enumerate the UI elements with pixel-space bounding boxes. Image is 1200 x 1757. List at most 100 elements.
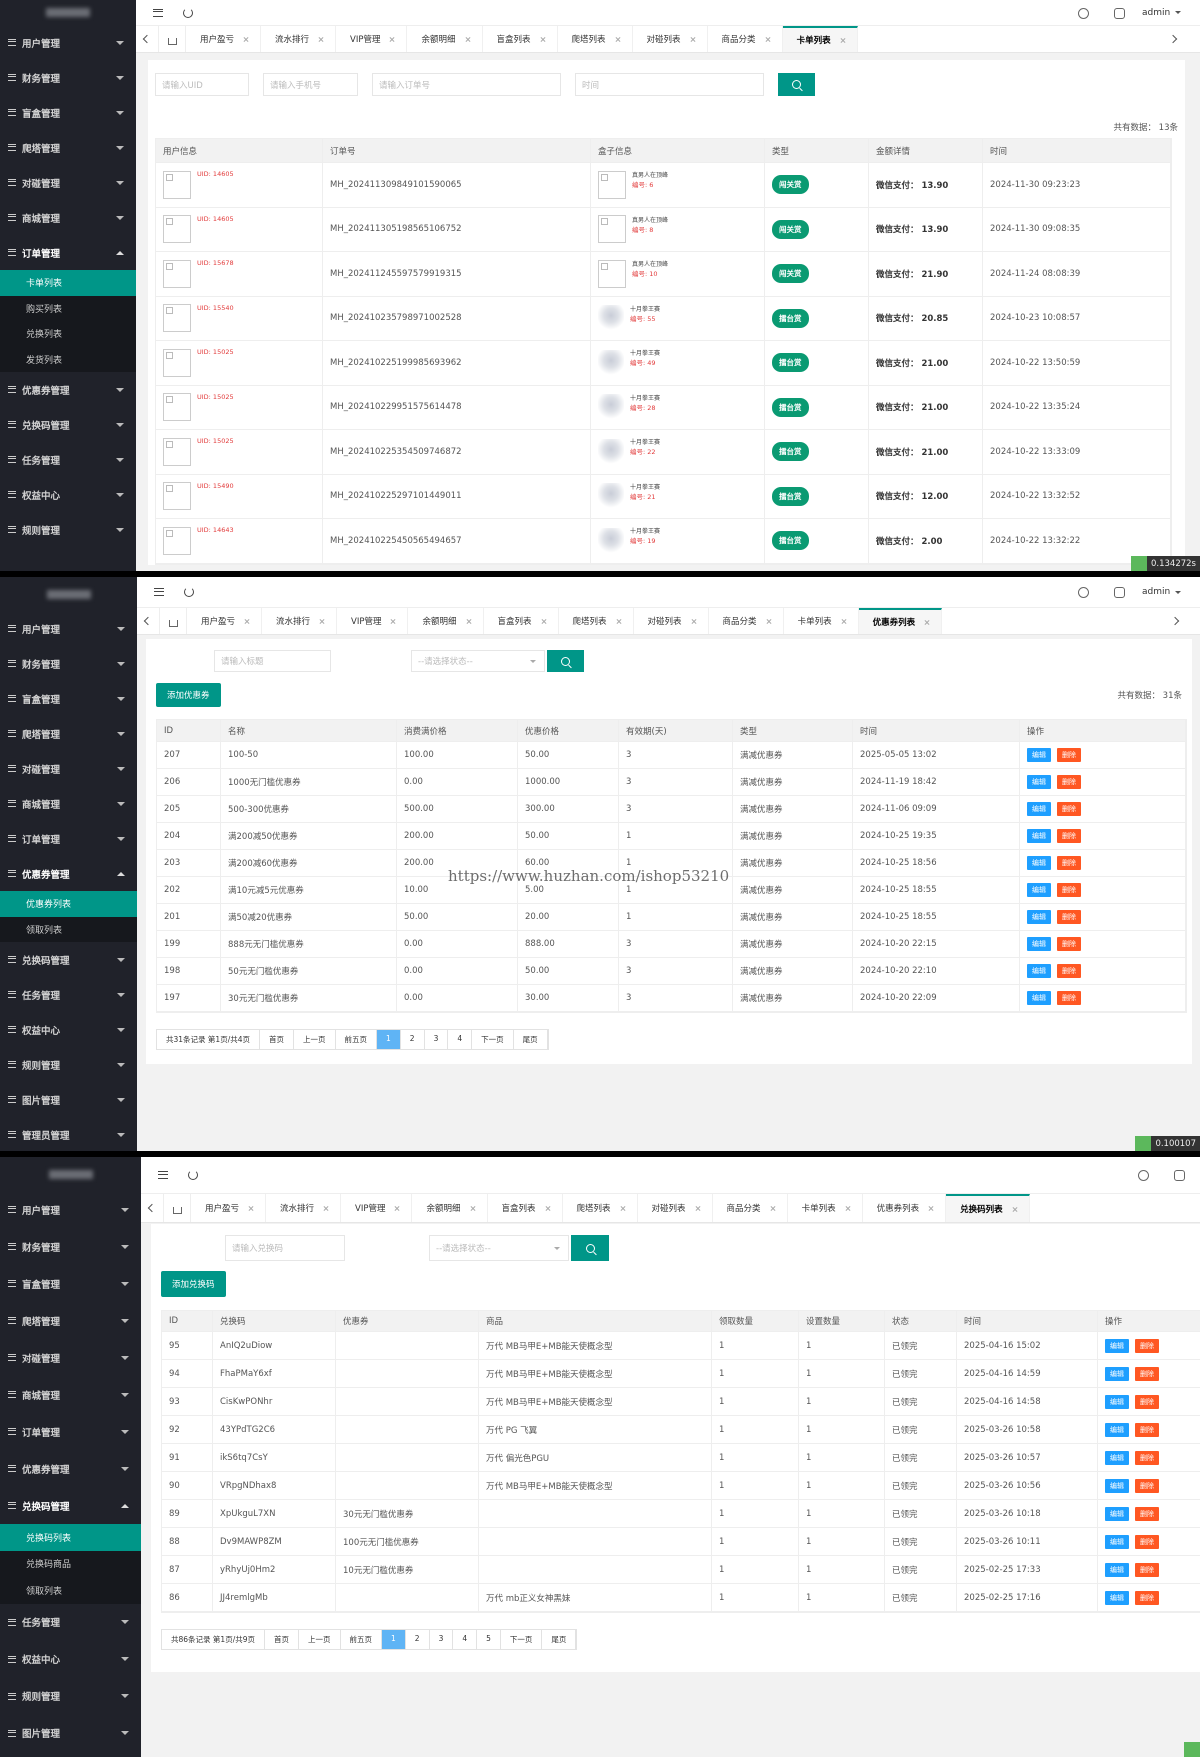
- menu-item[interactable]: 订单管理: [0, 1413, 141, 1450]
- submenu-item[interactable]: 领取列表: [26, 925, 63, 936]
- tab[interactable]: 卡单列表: [784, 608, 859, 634]
- tab[interactable]: VIP管理: [336, 26, 408, 52]
- home-tab[interactable]: [164, 1194, 191, 1222]
- menu-toggle[interactable]: [153, 8, 163, 17]
- tab[interactable]: 商品分类: [708, 26, 783, 52]
- tab-close[interactable]: [318, 36, 324, 42]
- menu-item[interactable]: 规则管理: [0, 1047, 137, 1082]
- tab[interactable]: 卡单列表: [782, 26, 858, 52]
- submenu-item[interactable]: 卡单列表: [0, 270, 136, 296]
- tab[interactable]: 对碰列表: [634, 608, 709, 634]
- menu-toggle[interactable]: [158, 1171, 168, 1179]
- menu-item[interactable]: 任务管理: [0, 1604, 141, 1641]
- tab-close[interactable]: [540, 36, 546, 42]
- tab[interactable]: 用户盈亏: [186, 26, 262, 52]
- tab-close[interactable]: [690, 36, 696, 42]
- tab-close[interactable]: [243, 36, 249, 42]
- edit-button[interactable]: 编辑: [1105, 1450, 1129, 1465]
- tab-scroll-left[interactable]: [136, 26, 159, 52]
- menu-item[interactable]: 爬塔管理: [0, 716, 137, 751]
- menu-item[interactable]: 订单管理: [0, 235, 136, 270]
- status-select[interactable]: --请选择状态--: [429, 1235, 569, 1261]
- delete-button[interactable]: 删除: [1057, 937, 1081, 951]
- delete-button[interactable]: 删除: [1057, 883, 1081, 897]
- tab[interactable]: 余额明细: [408, 608, 484, 634]
- menu-item[interactable]: 商城管理: [0, 1376, 141, 1413]
- tab-scroll-left[interactable]: [141, 1194, 164, 1222]
- tab[interactable]: 余额明细: [412, 1194, 488, 1222]
- menu-item[interactable]: 对碰管理: [0, 165, 136, 200]
- theme-icon[interactable]: [1078, 587, 1089, 598]
- edit-button[interactable]: 编辑: [1105, 1338, 1129, 1353]
- search-button[interactable]: [547, 650, 584, 672]
- fullscreen-icon[interactable]: [1114, 587, 1125, 598]
- delete-button[interactable]: 删除: [1135, 1422, 1159, 1437]
- menu-item[interactable]: 兑换码管理: [0, 942, 137, 977]
- fullscreen-icon[interactable]: [1114, 7, 1125, 19]
- delete-button[interactable]: 删除: [1057, 802, 1081, 816]
- menu-item[interactable]: 任务管理: [0, 442, 136, 477]
- tab-close[interactable]: [840, 37, 846, 43]
- menu-item[interactable]: 兑换码管理: [0, 1487, 141, 1524]
- tab-close[interactable]: [541, 618, 547, 624]
- submenu-item[interactable]: 领取列表: [26, 1586, 63, 1597]
- delete-button[interactable]: 删除: [1135, 1338, 1159, 1353]
- edit-button[interactable]: 编辑: [1105, 1422, 1129, 1437]
- page-link[interactable]: 4: [453, 1630, 478, 1649]
- search-input[interactable]: 请输入手机号: [263, 73, 358, 96]
- menu-item[interactable]: 对碰管理: [0, 1339, 141, 1376]
- menu-item[interactable]: 图片管理: [0, 1082, 137, 1117]
- tab-close[interactable]: [465, 36, 471, 42]
- add-button[interactable]: 添加优惠券: [156, 683, 221, 707]
- page-link[interactable]: 1: [377, 1030, 401, 1049]
- edit-button[interactable]: 编辑: [1105, 1590, 1129, 1605]
- delete-button[interactable]: 删除: [1057, 910, 1081, 924]
- tab[interactable]: 优惠券列表: [858, 608, 943, 634]
- submenu-item[interactable]: 发货列表: [26, 355, 63, 366]
- page-link[interactable]: 2: [406, 1630, 430, 1649]
- search-input[interactable]: 请输入订单号: [372, 73, 561, 96]
- tab[interactable]: 对碰列表: [638, 1194, 713, 1222]
- tab[interactable]: 爬塔列表: [563, 1194, 638, 1222]
- tab-close[interactable]: [691, 618, 697, 624]
- menu-item[interactable]: 兑换码管理: [0, 407, 136, 442]
- home-tab[interactable]: [160, 608, 187, 634]
- submenu-item[interactable]: 兑换码商品: [26, 1560, 72, 1571]
- search-input[interactable]: 请输入标题: [214, 650, 331, 672]
- status-select[interactable]: --请选择状态--: [411, 650, 545, 672]
- tab[interactable]: VIP管理: [341, 1194, 413, 1222]
- menu-item[interactable]: 图片管理: [0, 1715, 141, 1752]
- edit-button[interactable]: 编辑: [1105, 1366, 1129, 1381]
- page-link[interactable]: 2: [401, 1030, 425, 1049]
- edit-button[interactable]: 编辑: [1105, 1478, 1129, 1493]
- page-link[interactable]: 上一页: [299, 1630, 341, 1649]
- tab[interactable]: 盲盒列表: [484, 608, 559, 634]
- edit-button[interactable]: 编辑: [1105, 1394, 1129, 1409]
- home-tab[interactable]: [159, 26, 186, 52]
- edit-button[interactable]: 编辑: [1105, 1506, 1129, 1521]
- page-link[interactable]: 前五页: [341, 1630, 382, 1649]
- menu-item[interactable]: 规则管理: [0, 1678, 141, 1715]
- search-input[interactable]: 时间: [575, 73, 764, 96]
- submenu-item[interactable]: 优惠券列表: [0, 891, 137, 917]
- submenu-item[interactable]: 购买列表: [26, 304, 63, 315]
- tab-close[interactable]: [766, 618, 772, 624]
- menu-item[interactable]: 权益中心: [0, 477, 136, 512]
- tab[interactable]: 流水排行: [262, 608, 338, 634]
- tab[interactable]: 爬塔列表: [559, 608, 634, 634]
- edit-button[interactable]: 编辑: [1027, 991, 1051, 1005]
- menu-item[interactable]: 用户管理: [0, 25, 136, 60]
- delete-button[interactable]: 删除: [1135, 1394, 1159, 1409]
- edit-button[interactable]: 编辑: [1027, 748, 1051, 762]
- delete-button[interactable]: 删除: [1135, 1562, 1159, 1577]
- delete-button[interactable]: 删除: [1057, 748, 1081, 762]
- edit-button[interactable]: 编辑: [1027, 937, 1051, 951]
- tab[interactable]: 卡单列表: [788, 1194, 863, 1222]
- page-link[interactable]: 尾页: [514, 1030, 548, 1049]
- menu-item[interactable]: 盲盒管理: [0, 1265, 141, 1302]
- page-link[interactable]: 上一页: [294, 1030, 336, 1049]
- edit-button[interactable]: 编辑: [1027, 802, 1051, 816]
- tab-close[interactable]: [389, 36, 395, 42]
- delete-button[interactable]: 删除: [1135, 1366, 1159, 1381]
- menu-item[interactable]: 爬塔管理: [0, 1302, 141, 1339]
